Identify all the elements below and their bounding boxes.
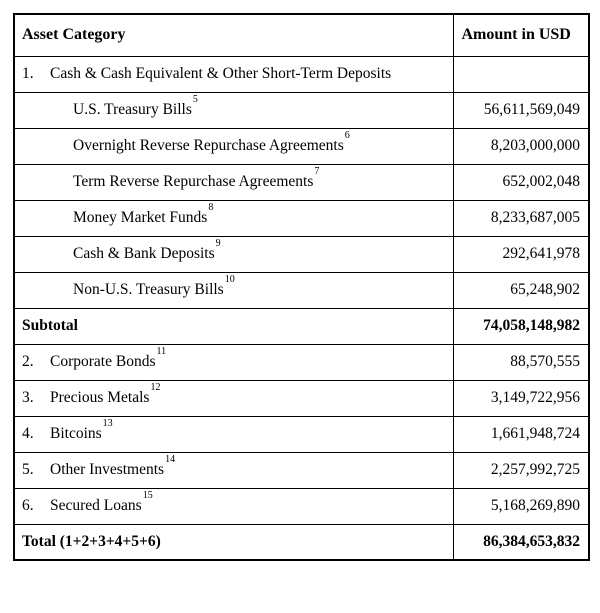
table-row: Money Market Funds8 8,233,687,005	[13, 199, 590, 237]
table-row: 6. Secured Loans15 5,168,269,890	[13, 487, 590, 525]
amount-cell	[452, 55, 590, 93]
amount-value: 86,384,653,832	[483, 532, 580, 550]
amount-cell: 86,384,653,832	[452, 523, 590, 561]
table-row: Term Reverse Repurchase Agreements7 652,…	[13, 163, 590, 201]
amount-value: 56,611,569,049	[483, 101, 580, 119]
table-header-row: Asset Category Amount in USD	[13, 13, 590, 57]
category-cell: Overnight Reverse Repurchase Agreements6	[13, 127, 454, 165]
item-number: 2.	[22, 353, 34, 371]
amount-cell: 292,641,978	[452, 235, 590, 273]
table-row: Overnight Reverse Repurchase Agreements6…	[13, 127, 590, 165]
footnote-superscript: 14	[165, 454, 176, 466]
table-row: 1. Cash & Cash Equivalent & Other Short-T…	[13, 55, 590, 93]
table-row: U.S. Treasury Bills5 56,611,569,049	[13, 91, 590, 129]
category-cell: Money Market Funds8	[13, 199, 454, 237]
amount-value: 8,233,687,005	[490, 209, 580, 227]
table-row: 2. Corporate Bonds11 88,570,555	[13, 343, 590, 381]
amount-cell: 74,058,148,982	[452, 307, 590, 345]
amount-value: 5,168,269,890	[490, 497, 580, 515]
footnote-superscript: 9	[215, 238, 221, 250]
footnote-superscript: 11	[156, 346, 167, 358]
footnote-superscript: 7	[314, 166, 320, 178]
table-row: 3. Precious Metals12 3,149,722,956	[13, 379, 590, 417]
category-cell: 6. Secured Loans15	[13, 487, 454, 525]
category-cell: 3. Precious Metals12	[13, 379, 454, 417]
category-cell: 2. Corporate Bonds11	[13, 343, 454, 381]
category-cell: U.S. Treasury Bills5	[13, 91, 454, 129]
category-cell: Term Reverse Repurchase Agreements7	[13, 163, 454, 201]
category-cell: 4. Bitcoins13	[13, 415, 454, 453]
category-label: Other Investments	[50, 461, 165, 479]
table-row: Total (1+2+3+4+5+6) 86,384,653,832	[13, 523, 590, 561]
amount-value: 74,058,148,982	[483, 317, 580, 335]
footnote-superscript: 12	[150, 382, 161, 394]
category-cell: Total (1+2+3+4+5+6)	[13, 523, 454, 561]
footnote-superscript: 6	[344, 130, 350, 142]
category-label: Term Reverse Repurchase Agreements	[73, 173, 314, 191]
category-label: Corporate Bonds	[50, 353, 156, 371]
table-row: Cash & Bank Deposits9 292,641,978	[13, 235, 590, 273]
item-number: 5.	[22, 461, 34, 479]
asset-reserves-table: Asset Category Amount in USD 1. Cash & Ca…	[13, 13, 590, 561]
category-label: Money Market Funds	[73, 209, 208, 227]
amount-value: 65,248,902	[510, 281, 580, 299]
category-label: Non-U.S. Treasury Bills	[73, 281, 224, 299]
amount-value: 3,149,722,956	[490, 389, 580, 407]
category-cell: Subtotal	[13, 307, 454, 345]
amount-cell: 2,257,992,725	[452, 451, 590, 489]
category-cell: 5. Other Investments14	[13, 451, 454, 489]
category-label: Total (1+2+3+4+5+6)	[22, 532, 161, 550]
category-label: Cash & Bank Deposits	[73, 245, 215, 263]
category-label: U.S. Treasury Bills	[73, 101, 192, 119]
amount-cell: 56,611,569,049	[452, 91, 590, 129]
item-number: 6.	[22, 497, 34, 515]
amount-cell: 8,203,000,000	[452, 127, 590, 165]
amount-value: 88,570,555	[510, 353, 580, 371]
item-number: 1.	[22, 65, 34, 83]
category-cell: 1. Cash & Cash Equivalent & Other Short-T…	[13, 55, 454, 93]
asset-category-header: Asset Category	[13, 13, 454, 57]
amount-cell: 88,570,555	[452, 343, 590, 381]
amount-value: 652,002,048	[502, 173, 581, 191]
category-label: Secured Loans	[50, 497, 142, 515]
footnote-superscript: 5	[192, 94, 198, 106]
category-label: Precious Metals	[50, 389, 150, 407]
category-cell: Non-U.S. Treasury Bills10	[13, 271, 454, 309]
category-label: Cash & Cash Equivalent & Other Short-Ter…	[50, 65, 392, 83]
table-body: 1. Cash & Cash Equivalent & Other Short-T…	[13, 55, 590, 561]
category-label: Overnight Reverse Repurchase Agreements	[73, 137, 344, 155]
footnote-superscript: 15	[142, 490, 153, 502]
item-number: 4.	[22, 425, 34, 443]
table-row: 5. Other Investments14 2,257,992,725	[13, 451, 590, 489]
amount-cell: 3,149,722,956	[452, 379, 590, 417]
amount-value: 1,661,948,724	[490, 425, 580, 443]
footnote-superscript: 13	[102, 418, 113, 430]
amount-cell: 1,661,948,724	[452, 415, 590, 453]
amount-value: 2,257,992,725	[490, 461, 580, 479]
table-row: Subtotal 74,058,148,982	[13, 307, 590, 345]
item-number: 3.	[22, 389, 34, 407]
amount-in-usd-header: Amount in USD	[452, 13, 590, 57]
category-label: Bitcoins	[50, 425, 102, 443]
amount-cell: 8,233,687,005	[452, 199, 590, 237]
amount-cell: 65,248,902	[452, 271, 590, 309]
footnote-superscript: 8	[208, 202, 214, 214]
table-row: 4. Bitcoins13 1,661,948,724	[13, 415, 590, 453]
category-cell: Cash & Bank Deposits9	[13, 235, 454, 273]
amount-cell: 5,168,269,890	[452, 487, 590, 525]
amount-value: 8,203,000,000	[490, 137, 580, 155]
table-row: Non-U.S. Treasury Bills10 65,248,902	[13, 271, 590, 309]
footnote-superscript: 10	[224, 274, 235, 286]
amount-value: 292,641,978	[502, 245, 581, 263]
amount-cell: 652,002,048	[452, 163, 590, 201]
category-label: Subtotal	[22, 317, 78, 335]
